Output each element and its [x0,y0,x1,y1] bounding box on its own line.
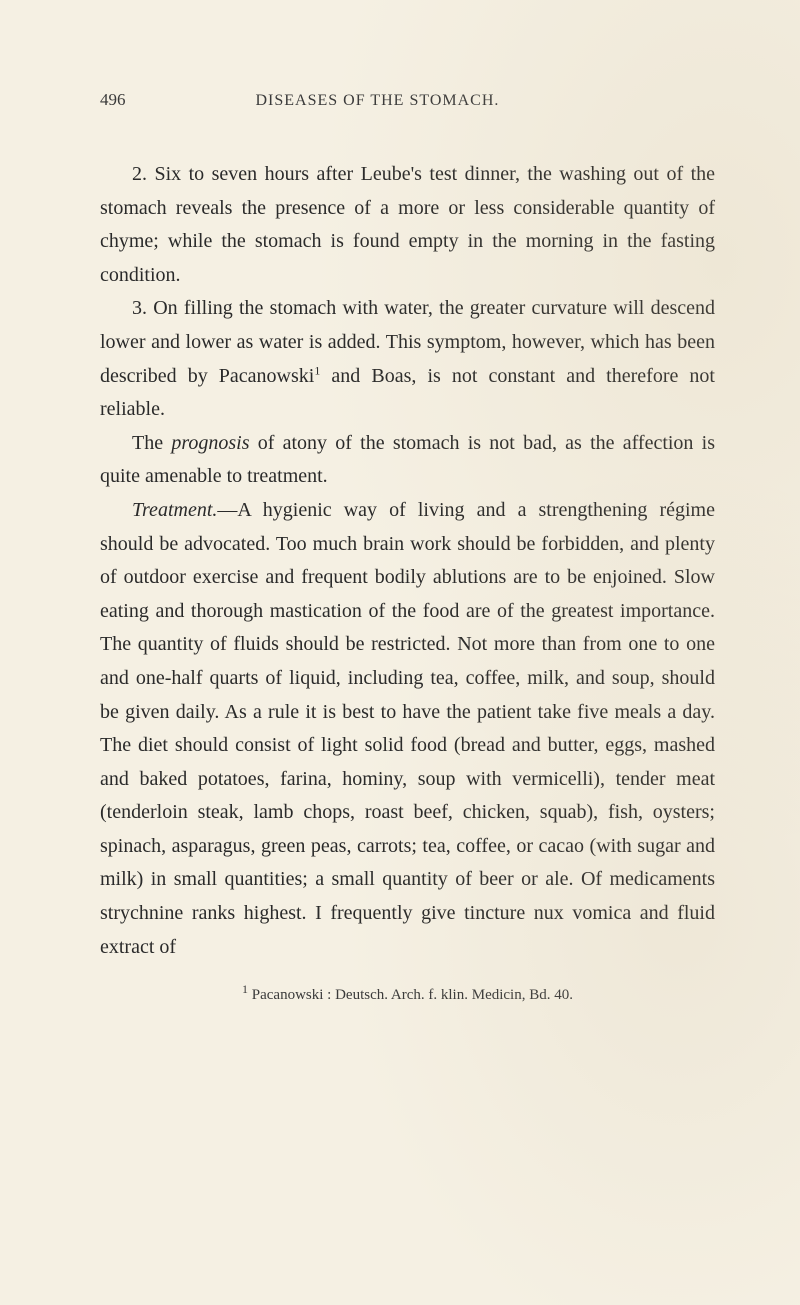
treatment-italic: Treatment. [132,499,217,521]
prognosis-text-a: The [132,432,171,454]
treatment-text-b: —A hygienic way of living and a strength… [100,499,715,958]
paragraph-2: 2. Six to seven hours after Leube's test… [100,158,715,292]
chapter-title: DISEASES OF THE STOMACH. [256,92,500,110]
paragraph-3: 3. On filling the stomach with water, th… [100,292,715,426]
paragraph-prognosis: The prognosis of atony of the stomach is… [100,427,715,494]
page-header: 496 DISEASES OF THE STOMACH. [100,90,715,110]
footnote: 1 Pacanowski : Deutsch. Arch. f. klin. M… [100,982,715,1004]
page-number: 496 [100,90,126,110]
paragraph-treatment: Treatment.—A hygienic way of living and … [100,494,715,964]
prognosis-italic: prognosis [171,432,249,454]
footnote-text: Pacanowski : Deutsch. Arch. f. klin. Med… [248,987,573,1003]
body-text: 2. Six to seven hours after Leube's test… [100,158,715,964]
